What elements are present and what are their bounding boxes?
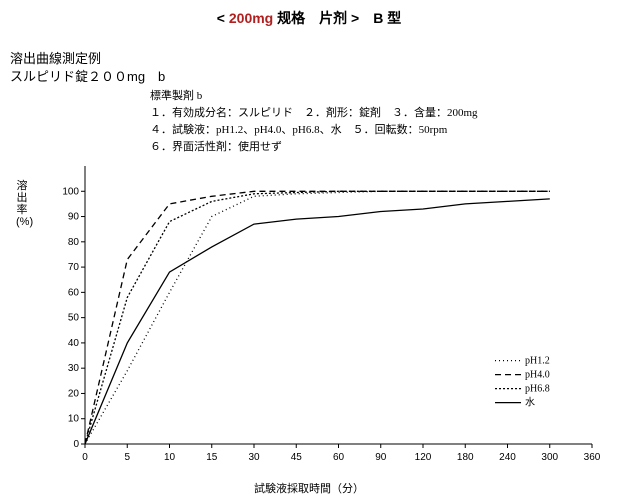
svg-text:90: 90 (375, 452, 387, 463)
svg-text:300: 300 (541, 452, 558, 463)
meta-line-4: ６．界面活性剤：使用せず (150, 139, 478, 156)
svg-text:30: 30 (68, 363, 80, 374)
series-pH4.0 (85, 191, 550, 444)
svg-text:70: 70 (68, 262, 80, 273)
legend-water: 水 (525, 397, 535, 409)
yl3: (%) (16, 216, 33, 228)
meta-line-3: ４．試験液：pH1.2、pH4.0、pH6.8、水 ５．回転数：50rpm (150, 122, 478, 139)
svg-text:15: 15 (206, 452, 218, 463)
yl0: 溶 (17, 180, 28, 192)
meta-block: 標準製剤 b １．有効成分名：スルピリド ２．剤形：錠剤 ３．含量：200mg … (150, 88, 478, 156)
svg-text:180: 180 (457, 452, 474, 463)
svg-text:0: 0 (82, 452, 88, 463)
svg-text:20: 20 (68, 388, 80, 399)
meta-line-2: １．有効成分名：スルピリド ２．剤形：錠剤 ３．含量：200mg (150, 105, 478, 122)
yl1: 出 (17, 192, 28, 204)
svg-text:120: 120 (415, 452, 432, 463)
series-pH1.2 (85, 191, 550, 444)
legend-pH4.0: pH4.0 (525, 370, 550, 381)
svg-text:360: 360 (584, 452, 600, 463)
svg-text:50: 50 (68, 313, 80, 324)
y-axis-label: 溶 出 率 (%) (16, 180, 28, 228)
svg-text:10: 10 (68, 414, 80, 425)
svg-text:100: 100 (62, 186, 79, 197)
title-prefix: < (217, 10, 225, 26)
svg-text:10: 10 (164, 452, 176, 463)
svg-text:45: 45 (291, 452, 303, 463)
yl2: 率 (17, 204, 28, 216)
svg-text:5: 5 (124, 452, 130, 463)
title-rest: 规格 片剂 > B 型 (277, 10, 401, 26)
legend-pH6.8: pH6.8 (525, 384, 550, 395)
meta-line-1: 標準製剤 b (150, 88, 478, 105)
series-pH6.8 (85, 191, 550, 444)
page-title: < 200mg 规格 片剂 > B 型 (0, 8, 618, 28)
subtitle-1: 溶出曲線測定例 (10, 48, 101, 67)
title-accent: 200mg (229, 10, 273, 26)
svg-text:90: 90 (68, 212, 80, 223)
x-axis-label: 試験液採取時間（分） (0, 480, 618, 496)
svg-text:0: 0 (73, 439, 79, 450)
subtitle-2: スルピリド錠２００mg b (10, 66, 165, 85)
svg-text:60: 60 (333, 452, 345, 463)
legend-pH1.2: pH1.2 (525, 356, 550, 367)
svg-text:80: 80 (68, 237, 80, 248)
series-water (85, 199, 550, 444)
dissolution-chart: 0 10 20 30 40 50 60 70 80 90 100 0 5 10 15 30 45 60 90 120 1… (55, 160, 600, 470)
svg-text:30: 30 (248, 452, 260, 463)
svg-text:60: 60 (68, 287, 80, 298)
svg-text:240: 240 (499, 452, 516, 463)
svg-text:40: 40 (68, 338, 80, 349)
